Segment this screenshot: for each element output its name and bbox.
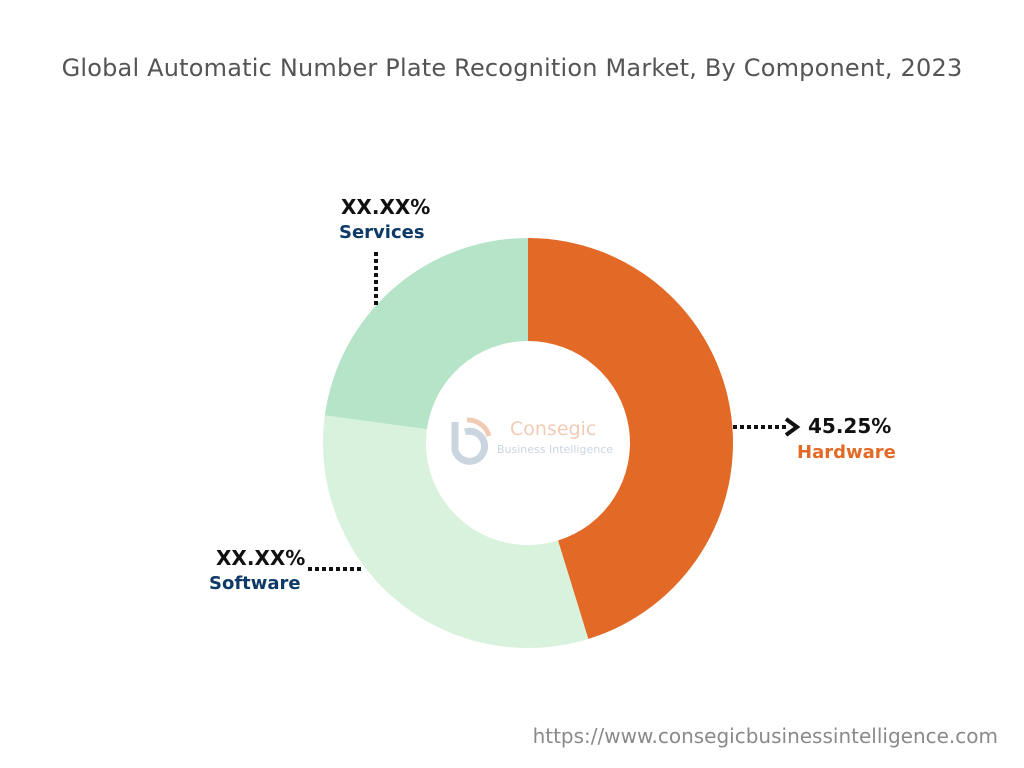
hardware-value-label: 45.25% — [808, 414, 892, 438]
slice-hardware — [528, 238, 733, 639]
hardware-category-label: Hardware — [797, 442, 896, 463]
software-category-label: Software — [209, 573, 301, 594]
leader-lines — [308, 252, 786, 571]
consegic-logo: Consegic Business Intelligence — [445, 410, 613, 474]
logo-brand: Consegic — [510, 418, 597, 440]
logo-tagline: Business Intelligence — [497, 443, 614, 456]
services-value-label: XX.XX% — [341, 195, 431, 219]
slice-software — [322, 415, 589, 648]
services-category-label: Services — [339, 222, 425, 243]
source-url[interactable]: https://www.consegicbusinessintelligence… — [532, 724, 998, 748]
software-value-label: XX.XX% — [216, 546, 306, 570]
hardware-arrowhead — [784, 417, 801, 437]
chart-title: Global Automatic Number Plate Recognitio… — [61, 54, 963, 82]
slice-services — [324, 238, 528, 430]
